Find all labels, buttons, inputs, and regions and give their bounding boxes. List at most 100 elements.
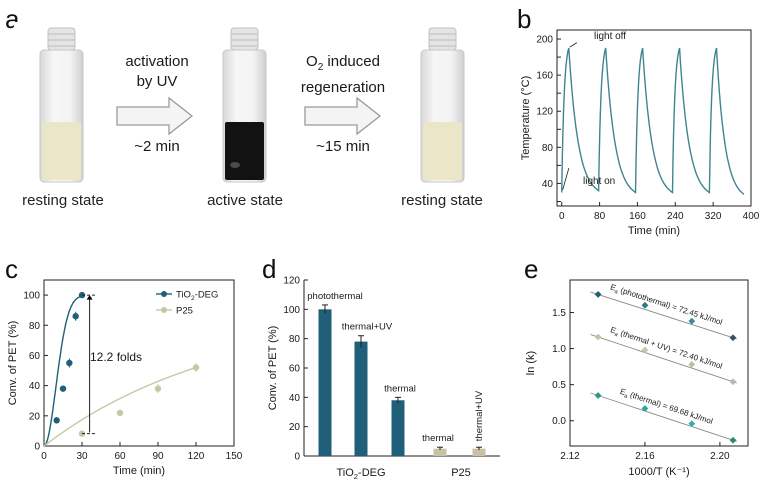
chart-c-frame xyxy=(43,279,235,447)
chart-e-xtick-label: 2.12 xyxy=(560,451,580,462)
chart-b-xtick-label: 320 xyxy=(705,211,722,222)
chart-e-point xyxy=(641,405,649,412)
chart-e-series-label: Ea (thermal + UV) = 72.40 kJ/mol xyxy=(609,325,724,373)
chart-c-ytick-label: 40 xyxy=(29,381,41,392)
chart-c-xtick-label: 90 xyxy=(152,451,164,462)
chart-e-fit-line xyxy=(590,392,737,442)
chart-b-light-off-pointer xyxy=(569,42,578,48)
chart-d-bar-label: thermal xyxy=(422,433,454,444)
chart-e-point xyxy=(729,378,737,386)
chart-e-point xyxy=(594,392,602,399)
chart-e-frame xyxy=(569,279,749,447)
chart-c-ylabel: Conv. of PET (%) xyxy=(7,321,19,406)
chart-e-xtick-label: 2.20 xyxy=(710,451,730,462)
chart-b-light-on-pointer xyxy=(562,167,570,190)
chart-e-xlabel: 1000/T (K⁻¹) xyxy=(628,466,689,478)
chart-d-bar xyxy=(391,400,405,456)
chart-e-point xyxy=(688,420,696,428)
chart-e-ytick-label: 1.5 xyxy=(552,308,566,319)
state-label-3: resting state xyxy=(401,192,483,209)
chart-b-xtick-label: 0 xyxy=(559,211,565,222)
annotation-light-off: light off xyxy=(594,31,627,42)
panel-e-letter: e xyxy=(524,254,539,284)
annotation-12-2-folds: 12.2 folds xyxy=(90,350,143,364)
chart-c-legend-marker xyxy=(161,307,167,313)
chart-c-ytick-label: 60 xyxy=(29,351,41,362)
chart-e-fit-line xyxy=(590,334,737,384)
chart-e-series-label: Ea (photothermal) = 72.45 kJ/mol xyxy=(609,283,724,329)
chart-e-ytick-label: 0.0 xyxy=(552,416,566,427)
chart-e-point xyxy=(594,291,602,298)
chart-c-xtick-label: 0 xyxy=(41,451,47,462)
chart-d-ytick-label: 60 xyxy=(289,364,301,375)
chart-d-group-label: P25 xyxy=(451,467,471,479)
chart-d-bar-label: thermal+UV xyxy=(342,322,393,333)
chart-c-ytick-label: 0 xyxy=(34,442,40,453)
chart-d-conversion-bars: 0 20 40 60 80 100 120 Conv. of PET (%) photother… xyxy=(267,276,500,481)
state-label-2: active state xyxy=(207,192,283,209)
chart-d-bar-label: photothermal xyxy=(307,291,362,302)
chart-c-xtick-label: 120 xyxy=(188,451,205,462)
arrow2-text: O2 induced regeneration xyxy=(290,52,396,98)
chart-c-ytick-label: 80 xyxy=(29,321,41,332)
chart-e-ytick-label: 1.0 xyxy=(552,344,566,355)
chart-c-point xyxy=(66,359,73,367)
chart-d-ytick-label: 120 xyxy=(283,276,300,287)
chart-c-point xyxy=(116,409,124,416)
arrow2-shape xyxy=(304,96,382,136)
chart-c-ytick-label: 100 xyxy=(23,291,40,302)
chart-d-ytick-label: 100 xyxy=(283,305,300,316)
chart-c-point xyxy=(192,364,200,371)
chart-c-point xyxy=(59,385,67,392)
chart-e-point xyxy=(594,333,602,341)
chart-b-series-line xyxy=(561,47,745,195)
chart-b-xtick-label: 160 xyxy=(629,211,646,222)
chart-b-xlabel: Time (min) xyxy=(628,225,680,237)
chart-c-legend-label: P25 xyxy=(176,306,193,317)
chart-b-temperature: 0 80 160 240 320 400 40 80 120 160 200 Time (min) Te… xyxy=(520,29,760,237)
chart-e-point xyxy=(688,361,696,368)
panel-c-letter: c xyxy=(5,254,18,284)
chart-e-point xyxy=(729,334,737,342)
chart-c-xtick-label: 150 xyxy=(226,451,243,462)
arrow1-shape xyxy=(116,96,194,136)
chart-e-point xyxy=(641,301,649,309)
chart-d-bar-label: thermal+UV xyxy=(474,390,485,441)
arrow1-line1: activation xyxy=(125,53,189,70)
panel-d-letter: d xyxy=(262,254,277,284)
chart-b-xtick-label: 240 xyxy=(667,211,684,222)
chart-e-arrhenius: 2.12 2.16 2.20 0.0 0.5 1.0 1.5 1000/T (K⁻¹) ln (… xyxy=(525,279,749,478)
chart-b-ytick-label: 120 xyxy=(536,107,553,118)
panel-b-letter: b xyxy=(517,4,532,34)
chart-b-ytick-label: 40 xyxy=(542,179,554,190)
chart-c-xtick-label: 30 xyxy=(76,451,88,462)
chart-e-ytick-label: 0.5 xyxy=(552,380,566,391)
arrow2-line1: O2 induced xyxy=(306,53,380,73)
chart-c-conversion-time: 0 30 60 90 120 150 0 20 40 60 80 100 Time (min) Conv.… xyxy=(7,279,243,477)
chart-d-ytick-label: 80 xyxy=(289,334,301,345)
chart-c-ytick-label: 20 xyxy=(29,411,41,422)
chart-c-fit-p25 xyxy=(43,366,197,447)
vial-photo-active xyxy=(197,22,291,186)
chart-e-point xyxy=(729,436,737,444)
chart-c-xlabel: Time (min) xyxy=(113,465,165,477)
chart-b-ytick-label: 160 xyxy=(536,71,553,82)
arrow1-text: activation by UV xyxy=(115,52,199,92)
chart-d-group-label: TiO2-DEG xyxy=(336,467,385,481)
chart-d-bar-label: thermal xyxy=(384,383,416,394)
chart-b-ytick-label: 80 xyxy=(542,143,554,154)
arrow1-line2: by UV xyxy=(136,73,178,90)
chart-c-point xyxy=(53,417,60,424)
chart-d-bar xyxy=(318,309,332,456)
arrow2-time: ~15 min xyxy=(316,138,370,155)
chart-e-point xyxy=(688,317,696,325)
arrow2-line2: regeneration xyxy=(300,79,386,96)
chart-b-frame xyxy=(556,29,752,207)
chart-d-bar xyxy=(354,341,368,456)
chart-e-xtick-label: 2.16 xyxy=(635,451,655,462)
vial-photo-resting-2 xyxy=(395,22,489,186)
chart-b-xtick-label: 80 xyxy=(594,211,606,222)
chart-c-point xyxy=(154,385,162,392)
chart-c-xtick-label: 60 xyxy=(114,451,126,462)
state-label-1: resting state xyxy=(22,192,104,209)
